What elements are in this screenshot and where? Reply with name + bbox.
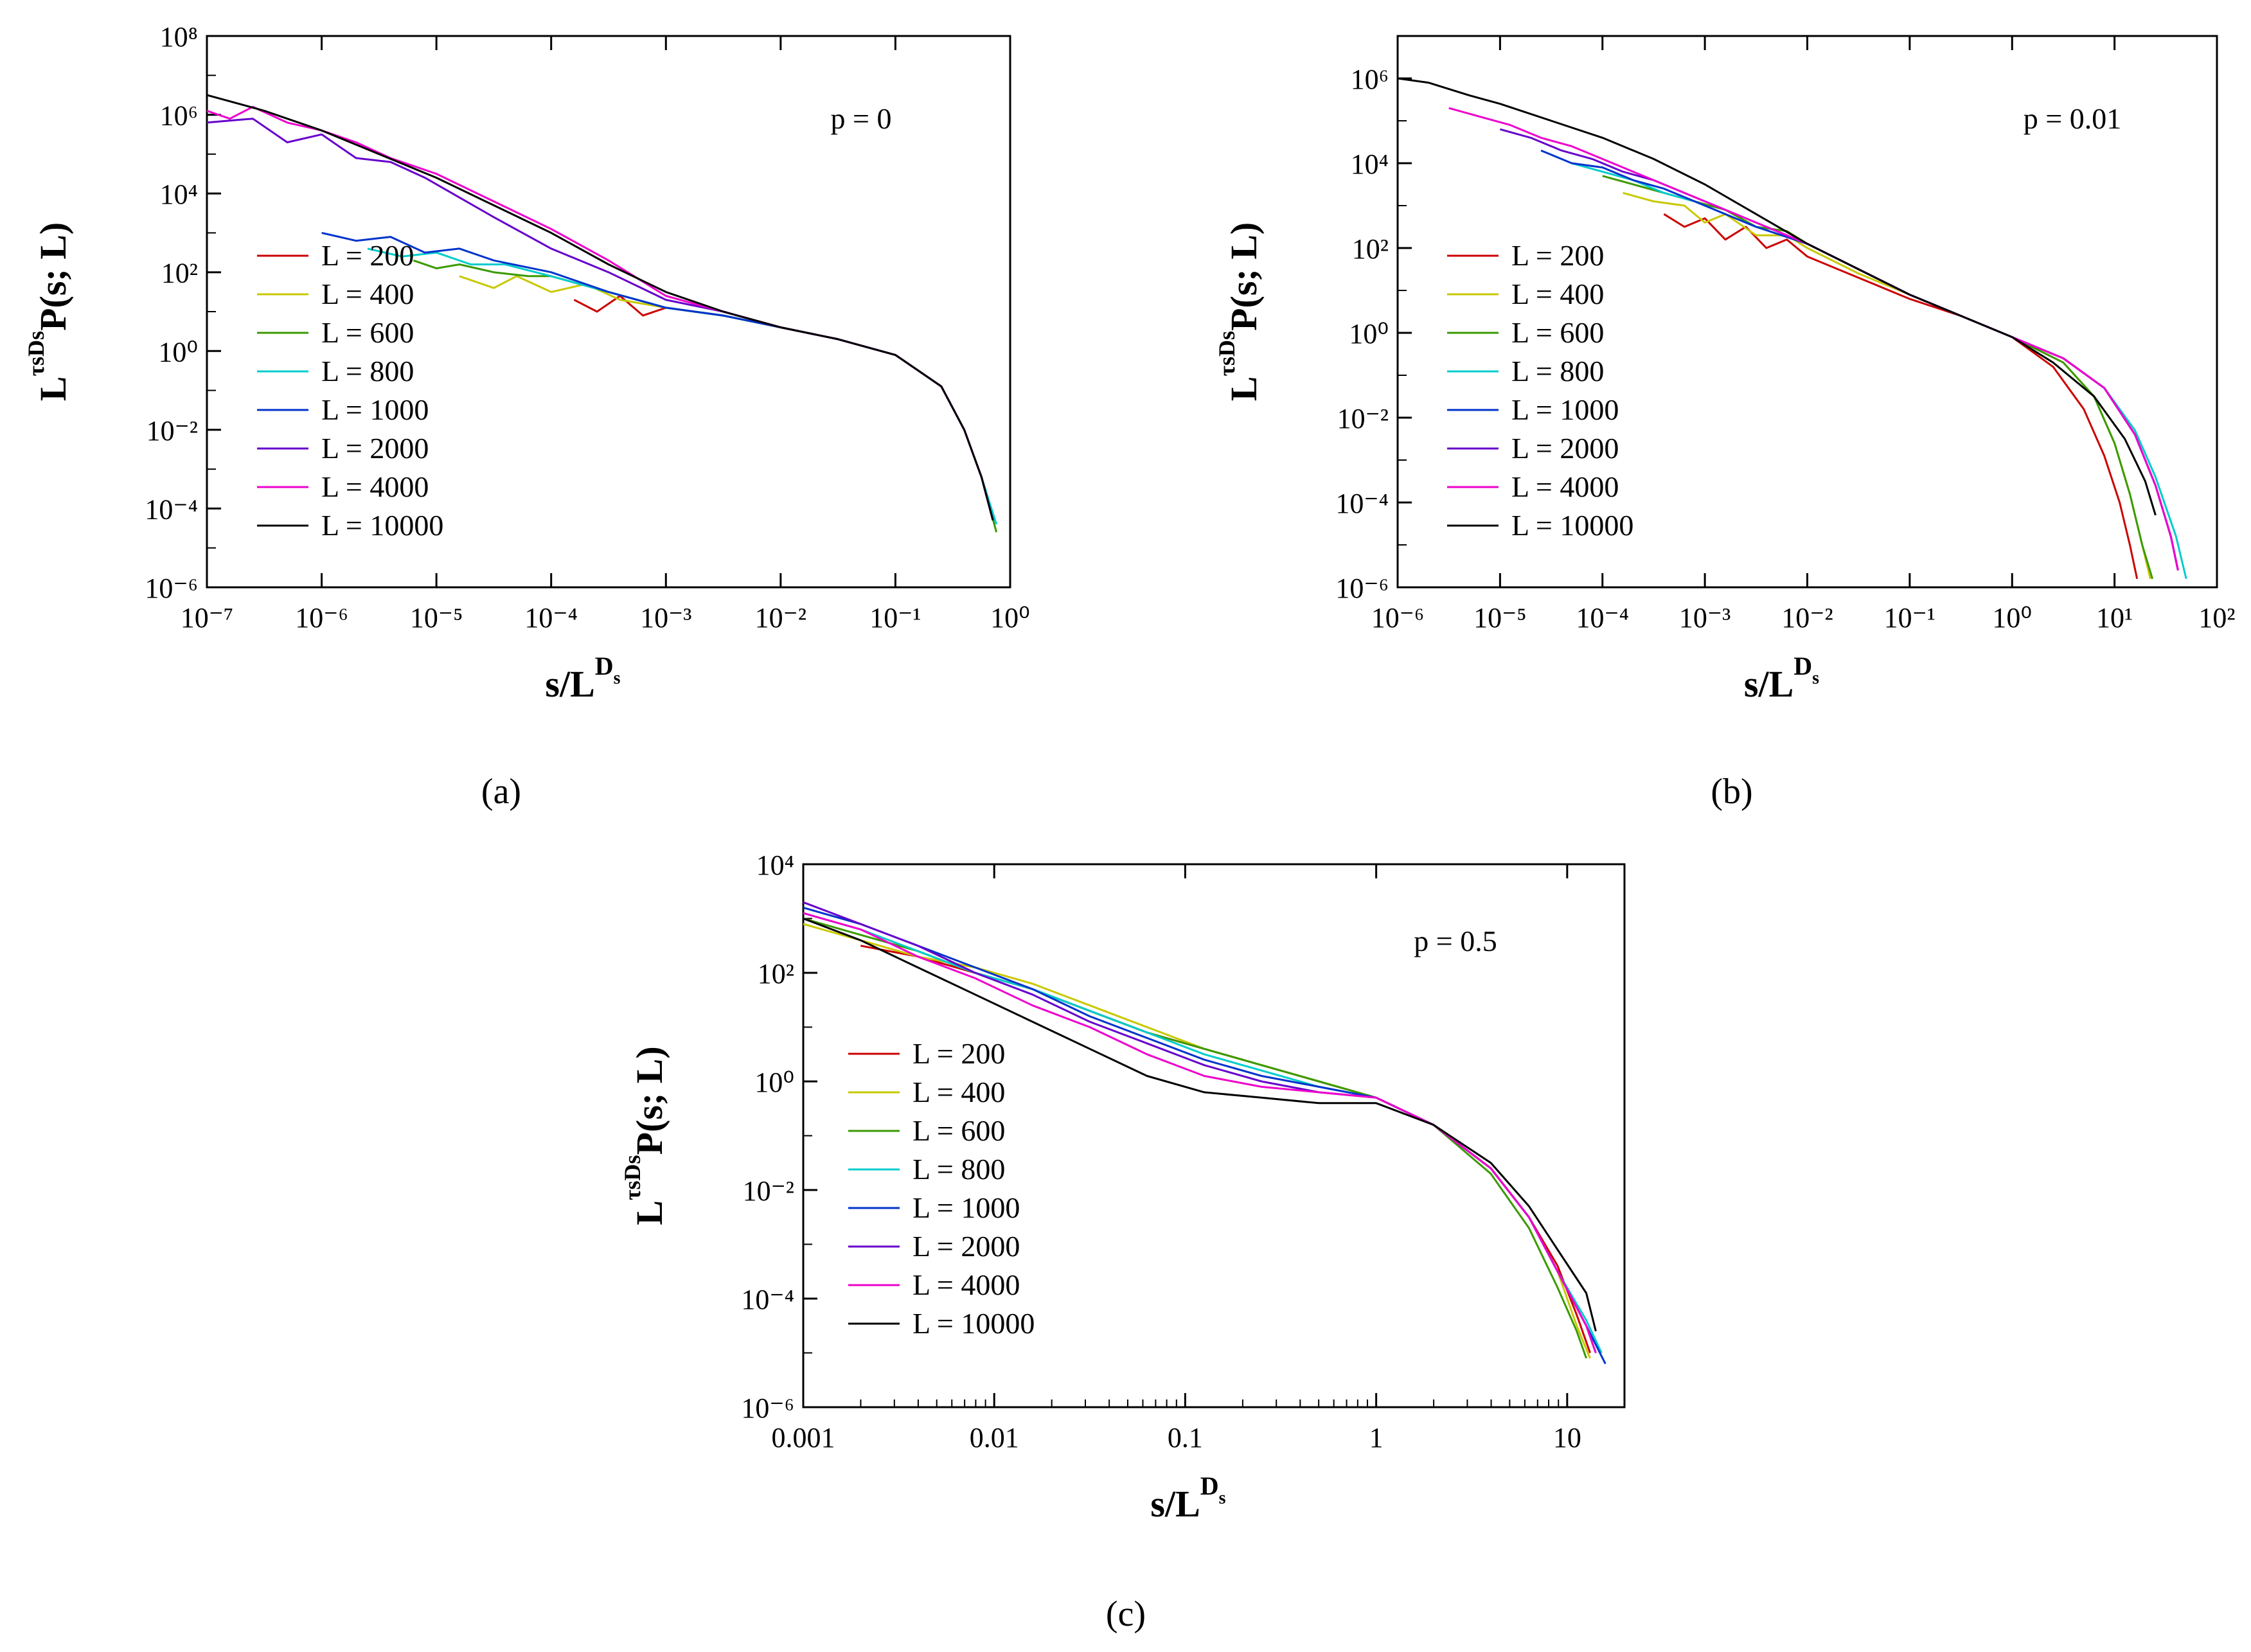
- y-tick-label: 10⁶: [1351, 64, 1389, 95]
- legend-label: L = 2000: [912, 1230, 1020, 1263]
- caption-c: (c): [1106, 1594, 1146, 1634]
- x-tick-label: 10⁰: [990, 602, 1030, 634]
- y-tick-label: 10⁻²: [743, 1175, 794, 1207]
- x-tick-label: 10⁻¹: [1884, 602, 1935, 634]
- y-tick-label: 10⁰: [158, 336, 198, 368]
- legend-label: L = 10000: [321, 509, 443, 542]
- x-tick-label: 10⁻⁴: [524, 602, 578, 634]
- x-tick-label: 1: [1369, 1422, 1384, 1453]
- x-axis-title: s/LDs: [1150, 1471, 1225, 1525]
- x-tick-label: 10²: [2198, 602, 2235, 634]
- y-tick-label: 10⁴: [756, 849, 794, 881]
- y-tick-label: 10⁻⁴: [145, 493, 198, 525]
- legend-label: L = 600: [912, 1114, 1005, 1147]
- legend-label: L = 200: [1511, 239, 1604, 272]
- y-tick-label: 10⁻⁶: [1335, 573, 1389, 604]
- y-axis-title: LτsDsP(s; L): [23, 222, 74, 401]
- y-tick-label: 10⁰: [1349, 318, 1389, 350]
- series-line-L-600: [413, 259, 998, 533]
- x-tick-label: 10: [1553, 1422, 1581, 1453]
- legend-label: L = 200: [912, 1037, 1005, 1070]
- y-tick-label: 10²: [758, 958, 794, 990]
- y-axis-title: LτsDsP(s; L): [619, 1046, 670, 1225]
- series-line-L-10000: [1397, 77, 2157, 516]
- caption-b: (b): [1711, 772, 1752, 812]
- legend-label: L = 200: [321, 239, 414, 272]
- x-tick-label: 10⁻³: [640, 602, 691, 634]
- y-tick-label: 10⁴: [160, 179, 198, 210]
- legend-label: L = 800: [1511, 355, 1604, 387]
- y-tick-label: 10⁰: [754, 1067, 794, 1098]
- legend-label: L = 600: [1511, 316, 1604, 349]
- legend-label: L = 600: [321, 316, 414, 349]
- x-tick-label: 10⁻⁵: [1473, 602, 1527, 634]
- legend-label: L = 2000: [1511, 432, 1619, 465]
- panel-b: 10⁻⁶ 10⁻⁵ 10⁻⁴ 10⁻³ 10⁻² 10⁻¹ 10⁰ 10¹ 10² 10⁻⁶ 10⁻…: [1214, 35, 2236, 705]
- x-tick-label: 0.001: [772, 1422, 835, 1453]
- p-annotation: p = 0.5: [1414, 925, 1497, 957]
- legend-label: L = 800: [912, 1153, 1005, 1186]
- series-line-L-800: [1571, 162, 2187, 580]
- x-tick-label: 0.1: [1168, 1422, 1203, 1453]
- series-line-L-2000: [1500, 128, 2179, 571]
- x-tick-label: 10⁻³: [1679, 602, 1731, 634]
- x-axis-title: s/LDs: [545, 652, 620, 705]
- y-tick-label: 10⁶: [160, 100, 198, 132]
- x-axis-title: s/LDs: [1744, 652, 1819, 705]
- x-tick-label: 10⁻⁶: [295, 602, 348, 634]
- legend-label: L = 400: [912, 1076, 1005, 1108]
- series-line-L-200: [573, 295, 994, 521]
- legend-label: L = 1000: [1511, 393, 1619, 426]
- p-annotation: p = 0.01: [2024, 102, 2121, 135]
- x-tick-label: 10⁻⁴: [1576, 602, 1629, 634]
- y-tick-label: 10⁻⁴: [741, 1284, 794, 1315]
- x-tick-label: 0.01: [970, 1422, 1019, 1453]
- y-tick-label: 10²: [1352, 233, 1389, 265]
- series-line-L-200: [1663, 213, 2139, 580]
- legend-label: L = 400: [321, 278, 414, 310]
- y-tick-label: 10⁻⁶: [741, 1392, 794, 1424]
- legend-label: L = 4000: [912, 1268, 1020, 1301]
- series-line-L-4000: [803, 912, 1597, 1353]
- x-tick-label: 10¹: [2096, 602, 2133, 634]
- y-tick-label: 10²: [161, 258, 198, 289]
- x-tick-label: 10⁰: [1992, 602, 2032, 634]
- series-line-L-800: [367, 247, 998, 525]
- legend-label: L = 1000: [912, 1191, 1020, 1224]
- caption-a: (a): [481, 772, 521, 812]
- legend-label: L = 4000: [1511, 470, 1619, 503]
- y-tick-label: 10⁻⁴: [1335, 488, 1389, 519]
- legend-label: L = 10000: [1511, 509, 1633, 542]
- y-axis-title: LτsDsP(s; L): [1214, 222, 1265, 401]
- legend-label: L = 4000: [321, 470, 429, 503]
- legend-label: L = 1000: [321, 393, 429, 426]
- x-tick-label: 10⁻²: [755, 602, 806, 634]
- legend-label: L = 800: [321, 355, 414, 387]
- y-tick-label: 10⁴: [1351, 148, 1389, 180]
- series-line-L-10000: [206, 94, 994, 521]
- y-tick-label: 10⁻²: [1337, 403, 1389, 434]
- p-annotation: p = 0: [831, 102, 892, 135]
- y-tick-label: 10⁸: [160, 21, 198, 53]
- x-tick-label: 10⁻²: [1781, 602, 1833, 634]
- series-line-L-1000: [1540, 149, 2179, 571]
- x-tick-label: 10⁻⁶: [1371, 602, 1425, 634]
- y-tick-label: 10⁻⁶: [145, 573, 198, 604]
- series-line-L-10000: [803, 918, 1597, 1332]
- legend-label: L = 400: [1511, 278, 1604, 310]
- legend-label: L = 2000: [321, 432, 429, 465]
- series-line-L-400: [1623, 191, 2151, 580]
- x-tick-label: 10⁻¹: [869, 602, 921, 634]
- x-tick-label: 10⁻⁷: [181, 602, 234, 634]
- x-tick-label: 10⁻⁵: [410, 602, 463, 634]
- legend-label: L = 10000: [912, 1307, 1035, 1340]
- panel-a: 10⁻⁷ 10⁻⁶ 10⁻⁵ 10⁻⁴ 10⁻³ 10⁻² 10⁻¹ 10⁰10⁻⁶10⁻⁴1…: [23, 21, 1030, 705]
- y-tick-label: 10⁻²: [147, 415, 198, 447]
- panel-c: 0.001 0.01 0.1 1 10 10⁻⁶ 10⁻⁴ 10⁻² 10⁰ 10² 10⁴ L = …: [619, 849, 1626, 1525]
